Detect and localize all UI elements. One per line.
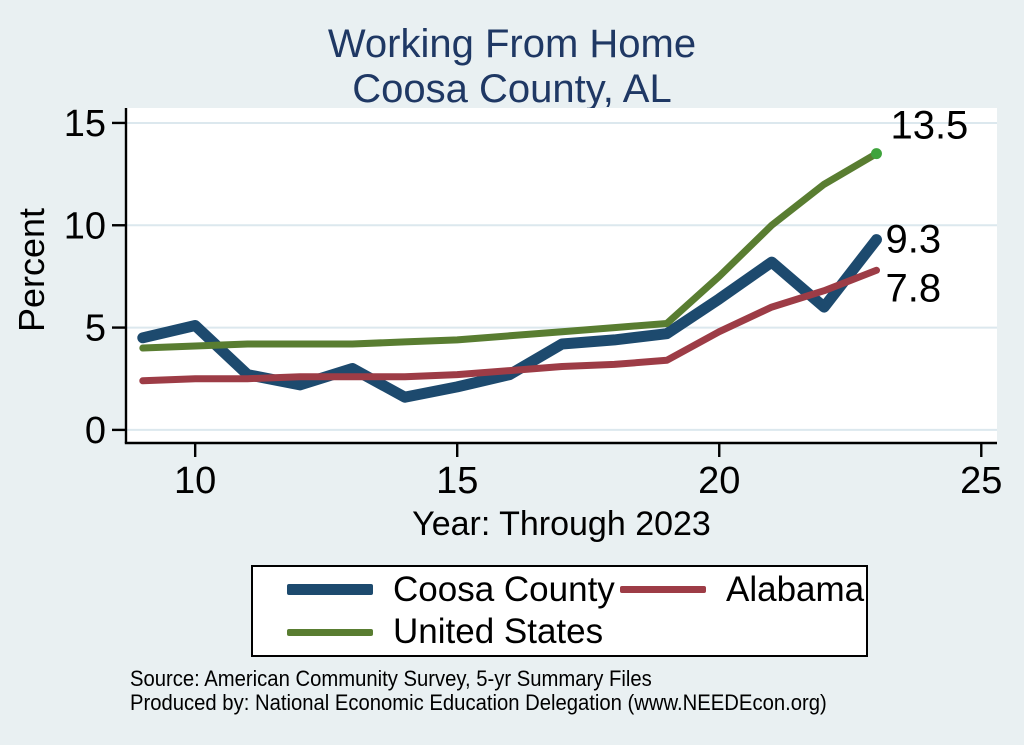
chart-plot-area: 0 5 10 15 10 15 20 25 9.3 7.8 13.5 xyxy=(64,103,1003,502)
legend-swatch-1 xyxy=(620,586,706,594)
x-tick-label-20: 20 xyxy=(698,460,740,502)
chart-title: Working From Home Coosa County, AL xyxy=(0,22,1024,112)
series-line-1 xyxy=(139,266,880,385)
legend-label-0: Coosa County xyxy=(393,569,615,609)
series-line-2 xyxy=(139,150,880,352)
x-tick-label-25: 25 xyxy=(960,460,1002,502)
series-end-dot-2 xyxy=(870,148,882,160)
legend: Coosa County Alabama United States xyxy=(251,565,868,657)
x-axis-title: Year: Through 2023 xyxy=(412,505,711,543)
y-tick-label-5: 5 xyxy=(85,308,106,350)
series-end-label-2: 13.5 xyxy=(890,104,968,148)
series-end-label-1: 7.8 xyxy=(885,266,941,310)
y-tick-label-0: 0 xyxy=(85,410,106,452)
y-axis-title: Percent xyxy=(11,207,53,333)
legend-swatch-0 xyxy=(287,584,373,596)
y-tick-label-15: 15 xyxy=(64,103,106,145)
footer-source-line: Source: American Community Survey, 5-yr … xyxy=(130,666,652,691)
legend-item-1: Alabama xyxy=(620,570,866,610)
legend-swatch-2 xyxy=(287,628,373,636)
y-tick-label-10: 10 xyxy=(64,205,106,247)
legend-label-2: United States xyxy=(393,612,604,652)
footer-notes: Source: American Community Survey, 5-yr … xyxy=(130,666,1020,716)
x-tick-label-10: 10 xyxy=(174,460,216,502)
legend-label-1: Alabama xyxy=(726,569,865,609)
x-tick-label-15: 15 xyxy=(436,460,478,502)
legend-item-0: Coosa County xyxy=(253,570,620,610)
series-end-label-0: 9.3 xyxy=(885,218,941,262)
line-chart-svg: 0 5 10 15 10 15 20 25 9.37.8 13.5 xyxy=(64,103,1003,502)
footer-produced-by-line: Produced by: National Economic Education… xyxy=(130,690,827,716)
legend-item-2: United States xyxy=(253,612,620,652)
chart-title-line2: Coosa County, AL xyxy=(352,66,672,111)
chart-title-line1: Working From Home xyxy=(327,22,697,66)
